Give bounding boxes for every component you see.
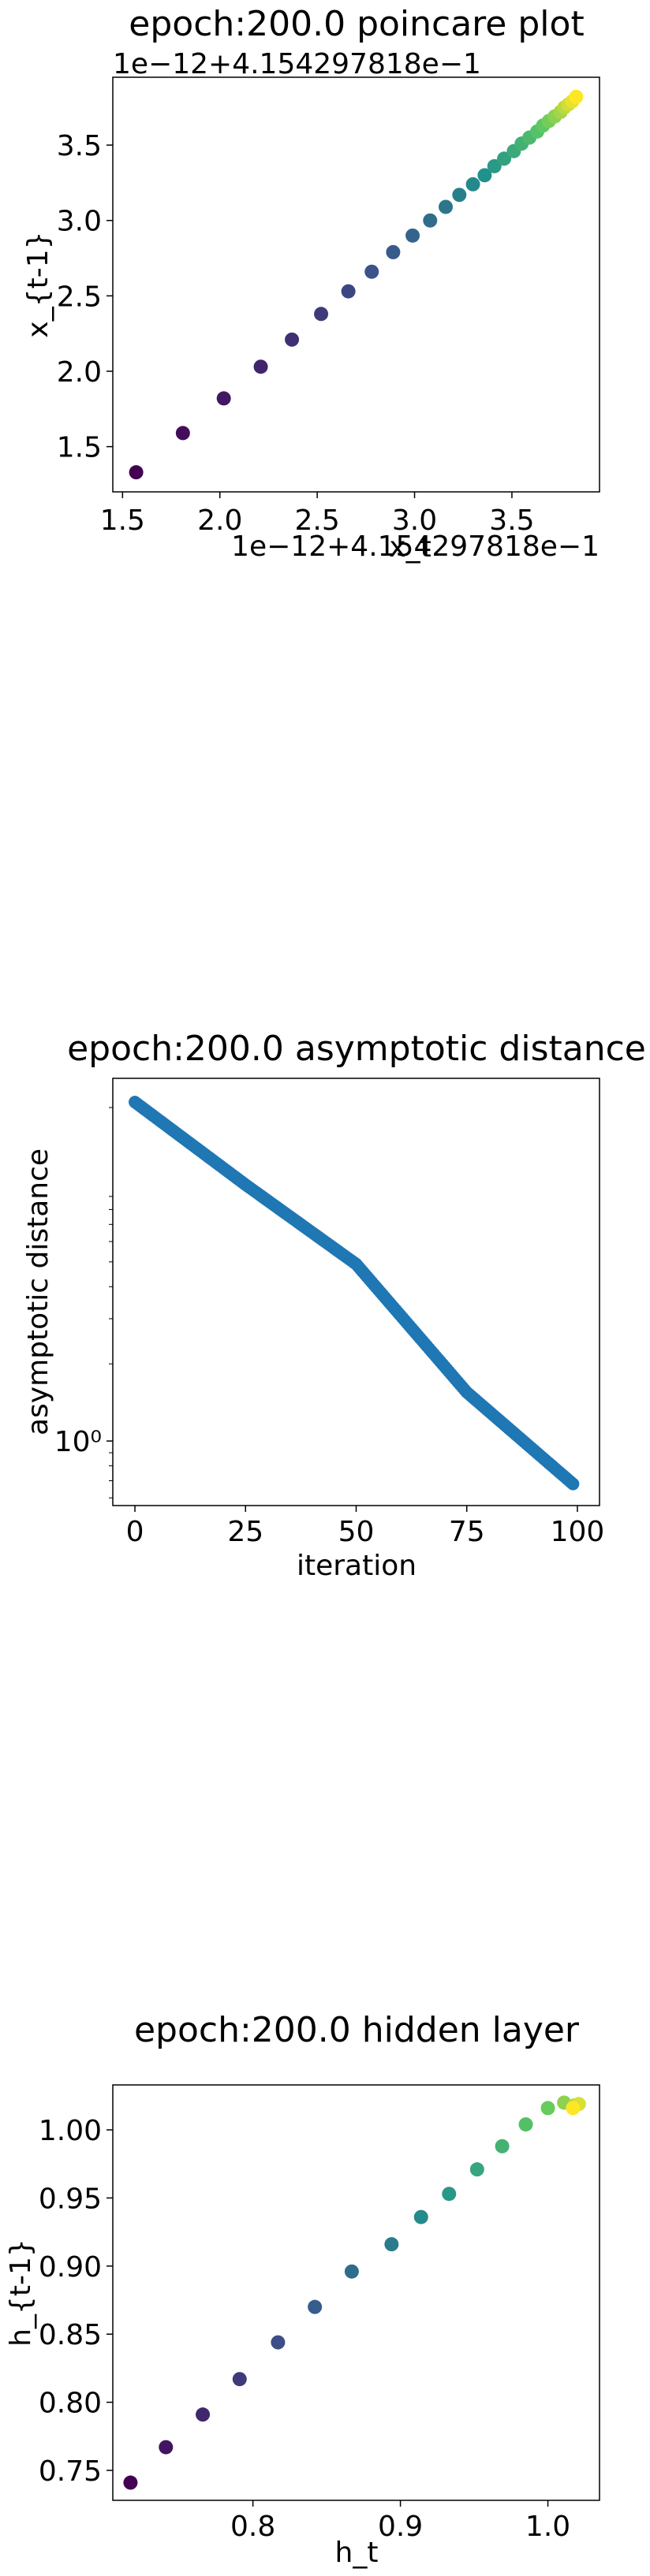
- x-tick-label: 3.5: [489, 504, 534, 537]
- data-point: [569, 89, 584, 104]
- y-tick-label: 2.5: [57, 281, 102, 313]
- data-point: [566, 2101, 581, 2116]
- plot-frame: [112, 1078, 600, 1506]
- data-point: [308, 2299, 323, 2314]
- data-point: [566, 1477, 580, 1491]
- x-tick-label: 100: [551, 1516, 605, 1548]
- data-point: [487, 158, 502, 173]
- data-point: [384, 2237, 399, 2252]
- data-point: [405, 228, 420, 243]
- data-point: [477, 168, 492, 183]
- data-point: [129, 465, 144, 480]
- chart-title: epoch:200.0 asymptotic distance: [67, 1029, 646, 1069]
- y-tick-label: 1.00: [39, 2115, 102, 2147]
- y-offset-text: 1e−12+4.154297818e−1: [113, 48, 481, 80]
- data-point: [386, 244, 401, 259]
- data-point: [196, 2407, 211, 2422]
- x-axis-label: x_t: [389, 531, 431, 564]
- data-point: [285, 332, 300, 347]
- x-tick-label: 2.5: [295, 504, 340, 537]
- data-point: [442, 2187, 457, 2202]
- x-tick-label: 50: [338, 1516, 375, 1548]
- data-point: [540, 2101, 555, 2116]
- x-tick-label: 0: [126, 1516, 144, 1548]
- poincare-chart: epoch:200.0 poincare plot 1e−12+4.1542978…: [22, 4, 600, 564]
- data-point: [344, 2264, 359, 2279]
- y-tick-label: 3.0: [57, 206, 102, 238]
- y-tick-label: 0.95: [39, 2183, 102, 2215]
- x-tick-label: 1.0: [525, 2511, 570, 2543]
- x-axis-label: h_t: [335, 2537, 379, 2569]
- data-point: [314, 307, 329, 322]
- data-point: [175, 426, 190, 441]
- data-point: [413, 2209, 428, 2224]
- y-tick-label: 0.80: [39, 2388, 102, 2420]
- y-tick-label: 10⁰: [54, 1426, 102, 1458]
- data-point: [497, 151, 512, 166]
- hidden-layer-chart: epoch:200.0 hidden layer 0.8 0.9 1.0 0.75 0.8…: [5, 2010, 600, 2569]
- y-tick-label: 0.85: [39, 2319, 102, 2351]
- data-point: [253, 359, 268, 374]
- data-point: [469, 2162, 484, 2177]
- data-point: [271, 2335, 286, 2350]
- data-point: [364, 264, 379, 279]
- x-axis-label: iteration: [297, 1550, 417, 1582]
- x-tick-label: 75: [449, 1516, 485, 1548]
- plot-frame: [112, 76, 600, 493]
- data-point: [216, 391, 231, 406]
- data-point: [452, 188, 467, 203]
- chart-title: epoch:200.0 poincare plot: [129, 4, 584, 44]
- y-tick-label: 0.90: [39, 2251, 102, 2284]
- y-tick-label: 2.0: [57, 356, 102, 389]
- y-tick-label: 1.5: [57, 432, 102, 464]
- y-tick-label: 0.75: [39, 2455, 102, 2488]
- x-tick-label: 1.5: [100, 504, 145, 537]
- x-tick-label: 3.0: [392, 504, 437, 537]
- x-tick-label: 0.8: [230, 2511, 275, 2543]
- y-axis-label: h_{t-1}: [5, 2239, 37, 2347]
- data-point: [159, 2440, 174, 2455]
- x-tick-label: 2.0: [197, 504, 242, 537]
- data-point: [423, 213, 438, 228]
- x-offset-text: 1e−12+4.154297818e−1: [231, 530, 600, 563]
- asymptotic-distance-chart: epoch:200.0 asymptotic distance 0 25 50 75 10…: [22, 1029, 646, 1582]
- y-axis-label: x_{t-1}: [22, 231, 54, 337]
- data-point: [232, 2372, 247, 2387]
- y-tick-label: 3.5: [57, 130, 102, 162]
- data-point: [341, 284, 356, 299]
- data-point: [123, 2475, 138, 2490]
- x-tick-label: 0.9: [378, 2511, 423, 2543]
- chart-title: epoch:200.0 hidden layer: [134, 2010, 580, 2050]
- data-point: [465, 177, 480, 192]
- data-point: [518, 2117, 533, 2132]
- data-point: [439, 199, 454, 214]
- plot-frame: [112, 2084, 600, 2501]
- data-point: [495, 2139, 510, 2153]
- y-axis-label: asymptotic distance: [22, 1148, 54, 1435]
- x-tick-label: 25: [227, 1516, 263, 1548]
